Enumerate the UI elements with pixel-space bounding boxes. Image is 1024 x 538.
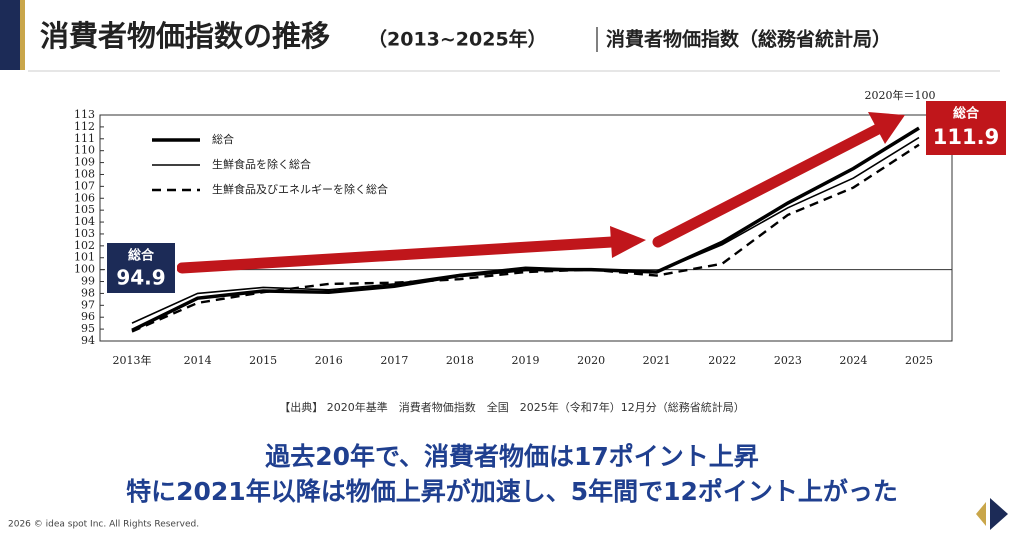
x-tick-label: 2018 [446, 354, 474, 367]
series-line [131, 143, 920, 333]
base-note: 2020年＝100 [865, 88, 936, 102]
y-tick-label: 97 [81, 298, 95, 311]
y-tick-label: 96 [81, 310, 95, 323]
x-tick-label: 2016 [315, 354, 343, 367]
y-tick-label: 110 [74, 144, 95, 157]
legend-label: 総合 [212, 132, 234, 146]
arrowhead [868, 112, 905, 144]
x-tick-label: 2022 [708, 354, 736, 367]
logo [976, 498, 1008, 530]
plot-frame [99, 114, 953, 342]
y-tick-label: 105 [74, 203, 95, 216]
x-tick-label: 2019 [512, 354, 540, 367]
legend-label: 生鮮食品及びエネルギーを除く総合 [212, 182, 388, 196]
x-tick-label: 2024 [839, 354, 867, 367]
y-tick-label: 113 [74, 108, 95, 121]
callout-value: 111.9 [933, 125, 999, 149]
y-tick-label: 111 [74, 132, 95, 145]
x-tick-label: 2020 [577, 354, 605, 367]
y-tick-label: 102 [74, 239, 95, 252]
message-line: 特に2021年以降は物価上昇が加速し、5年間で12ポイント上がった [126, 477, 898, 506]
subtitle: （2013~2025年） [368, 28, 547, 51]
callout-label: 総合 [953, 106, 980, 122]
y-tick-label: 104 [74, 215, 95, 228]
series-line [131, 136, 920, 324]
x-tick-label: 2023 [774, 354, 802, 367]
y-tick-label: 109 [74, 156, 95, 169]
y-tick-label: 94 [81, 334, 95, 347]
callout-label: 総合 [128, 248, 155, 264]
callout-value: 94.9 [116, 266, 165, 290]
title: 消費者物価指数の推移 [40, 19, 330, 53]
y-tick-label: 106 [74, 191, 95, 204]
arrowhead [610, 226, 646, 258]
y-tick-label: 101 [74, 251, 95, 264]
x-tick-label: 2021 [643, 354, 671, 367]
message-line: 過去20年で、消費者物価は17ポイント上昇 [265, 442, 759, 471]
x-tick-label: 2017 [380, 354, 408, 367]
y-tick-label: 107 [74, 179, 95, 192]
x-tick-label: 2025 [905, 354, 933, 367]
y-tick-label: 99 [81, 275, 95, 288]
copyright: 2026 © idea spot Inc. All Rights Reserve… [8, 520, 199, 530]
legend-label: 生鮮食品を除く総合 [212, 157, 311, 171]
arrow [176, 236, 618, 274]
source-label: 消費者物価指数（総務省統計局） [606, 28, 891, 51]
arrow [652, 122, 886, 248]
header-accent [20, 0, 25, 70]
y-tick-label: 95 [81, 322, 95, 335]
x-tick-label: 2014 [184, 354, 212, 367]
x-tick-label: 2013年 [113, 353, 152, 367]
y-tick-label: 98 [81, 286, 95, 299]
footnote: 【出典】 2020年基準 消費者物価指数 全国 2025年（令和7年）12月分（… [279, 400, 744, 414]
header-bar [0, 0, 20, 70]
callout-box [926, 101, 1006, 155]
y-tick-label: 100 [74, 263, 95, 276]
y-tick-label: 103 [74, 227, 95, 240]
y-tick-label: 108 [74, 167, 95, 180]
trend-arrows [176, 112, 905, 274]
y-tick-label: 112 [74, 120, 95, 133]
callout-box [105, 241, 177, 295]
x-tick-label: 2015 [249, 354, 277, 367]
